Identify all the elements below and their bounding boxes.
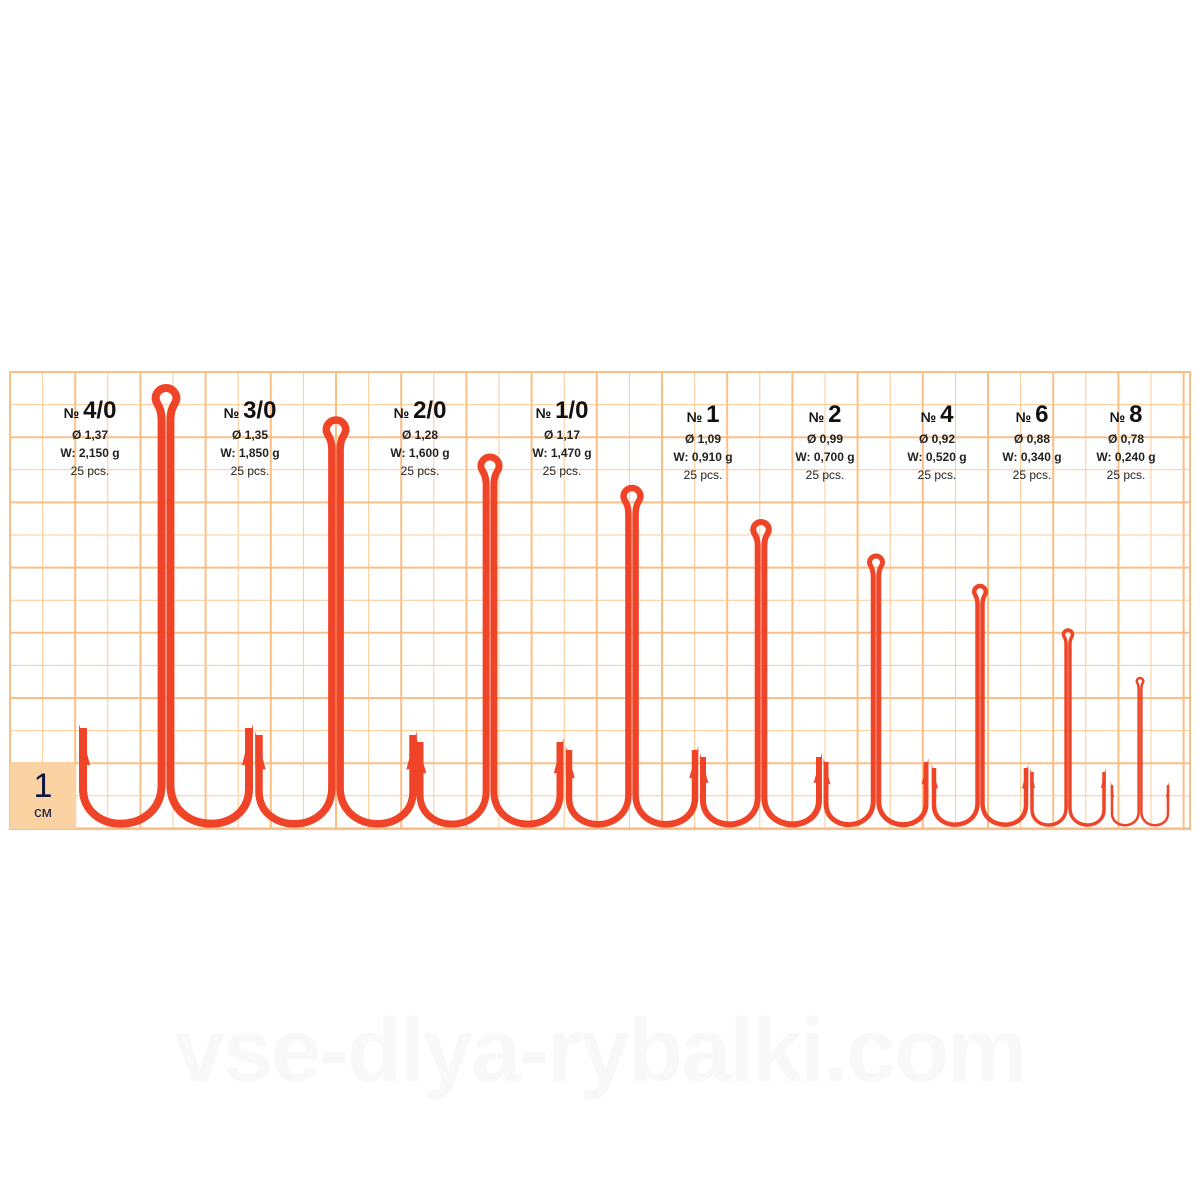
hook-spec-4-0: № 4/0 Ø 1,37 W: 2,150 g 25 pcs. xyxy=(30,398,150,480)
scale-reference-1cm: 1 см xyxy=(10,763,76,829)
hook-size: № 2/0 xyxy=(360,398,480,426)
hook-size: № 2 xyxy=(765,402,885,430)
double-hook xyxy=(931,583,1029,827)
hook-barb xyxy=(813,753,822,784)
wire-diameter: Ø 0,99 xyxy=(806,432,844,446)
hook-spec-4: № 4 Ø 0,92 W: 0,520 g 25 pcs. xyxy=(877,402,997,484)
wire-diameter: Ø 1,17 xyxy=(543,428,581,442)
hook-barb xyxy=(416,738,427,774)
size-value: 1/0 xyxy=(555,397,589,424)
hook-weight: W: 1,600 g xyxy=(390,446,450,460)
hook-barb xyxy=(1030,768,1036,789)
hook-weight: W: 0,240 g xyxy=(1096,450,1156,464)
hook-weight: W: 0,520 g xyxy=(907,450,967,464)
wire-diameter: Ø 1,37 xyxy=(71,428,109,442)
double-hook xyxy=(1030,628,1106,827)
double-hook xyxy=(79,384,253,828)
pack-count: 25 pcs. xyxy=(805,468,845,482)
pack-count: 25 pcs. xyxy=(683,468,723,482)
hook-weight: W: 2,150 g xyxy=(60,446,120,460)
hook-size: № 3/0 xyxy=(190,398,310,426)
size-value: 8 xyxy=(1129,401,1143,428)
hook-barb xyxy=(1165,781,1170,798)
hook-barb xyxy=(1021,764,1029,789)
hook-size: № 1/0 xyxy=(502,398,622,426)
number-sign: № xyxy=(223,405,240,421)
hook-size: № 6 xyxy=(972,402,1092,430)
number-sign: № xyxy=(393,405,410,421)
hook-barb xyxy=(823,758,831,785)
wire-diameter: Ø 1,35 xyxy=(231,428,269,442)
pack-count: 25 pcs. xyxy=(1106,468,1146,482)
hook-size: № 4/0 xyxy=(30,398,150,426)
hook-weight: W: 0,910 g xyxy=(673,450,733,464)
wire-diameter: Ø 0,92 xyxy=(918,432,956,446)
hook-barb xyxy=(79,724,91,766)
size-value: 1 xyxy=(706,401,720,428)
hook-barb xyxy=(1100,768,1106,789)
hook-weight: W: 0,700 g xyxy=(795,450,855,464)
double-hook xyxy=(255,416,417,828)
pack-count: 25 pcs. xyxy=(230,464,270,478)
number-sign: № xyxy=(1015,409,1032,425)
double-hook xyxy=(823,553,929,827)
number-sign: № xyxy=(686,409,703,425)
wire-diameter: Ø 1,28 xyxy=(401,428,439,442)
pack-count: 25 pcs. xyxy=(1012,468,1052,482)
hook-barb xyxy=(406,731,417,770)
wire-diameter: Ø 0,78 xyxy=(1107,432,1145,446)
grid-border xyxy=(9,371,1191,830)
hook-barb xyxy=(700,753,709,784)
hook-spec-8: № 8 Ø 0,78 W: 0,240 g 25 pcs. xyxy=(1066,402,1186,484)
pack-count: 25 pcs. xyxy=(917,468,957,482)
hook-weight: W: 0,340 g xyxy=(1002,450,1062,464)
watermark: vse-dlya-rybalki.com xyxy=(174,1001,1027,1101)
scale-value: 1 xyxy=(33,767,53,805)
size-value: 2 xyxy=(828,401,842,428)
pack-count: 25 pcs. xyxy=(70,464,110,478)
number-sign: № xyxy=(63,405,80,421)
hook-spec-6: № 6 Ø 0,88 W: 0,340 g 25 pcs. xyxy=(972,402,1092,484)
size-value: 3/0 xyxy=(243,397,277,424)
hook-spec-1: № 1 Ø 1,09 W: 0,910 g 25 pcs. xyxy=(643,402,763,484)
hook-barb xyxy=(921,758,929,785)
hook-spec-1-0: № 1/0 Ø 1,17 W: 1,470 g 25 pcs. xyxy=(502,398,622,480)
hook-barb xyxy=(565,746,575,779)
number-sign: № xyxy=(920,409,937,425)
hook-spec-3-0: № 3/0 Ø 1,35 W: 1,850 g 25 pcs. xyxy=(190,398,310,480)
hook-barb xyxy=(241,724,253,766)
hook-size: № 4 xyxy=(877,402,997,430)
hook-barb xyxy=(931,764,939,789)
hook-spec-2: № 2 Ø 0,99 W: 0,700 g 25 pcs. xyxy=(765,402,885,484)
pack-count: 25 pcs. xyxy=(542,464,582,478)
number-sign: № xyxy=(1109,409,1126,425)
double-hook xyxy=(700,519,822,828)
number-sign: № xyxy=(535,405,552,421)
scale-unit: см xyxy=(34,804,52,821)
hook-barb xyxy=(255,731,266,770)
wire-diameter: Ø 0,88 xyxy=(1013,432,1051,446)
pack-count: 25 pcs. xyxy=(400,464,440,478)
size-value: 6 xyxy=(1035,401,1049,428)
hook-barb xyxy=(1110,781,1115,798)
hook-barb xyxy=(553,738,564,774)
hook-size: № 1 xyxy=(643,402,763,430)
double-hook xyxy=(416,453,564,828)
wire-diameter: Ø 1,09 xyxy=(684,432,722,446)
double-hook xyxy=(565,484,699,828)
number-sign: № xyxy=(808,409,825,425)
double-hook xyxy=(1110,676,1170,827)
hook-weight: W: 1,850 g xyxy=(220,446,280,460)
size-value: 4/0 xyxy=(83,397,117,424)
hook-spec-2-0: № 2/0 Ø 1,28 W: 1,600 g 25 pcs. xyxy=(360,398,480,480)
hook-size: № 8 xyxy=(1066,402,1186,430)
hook-weight: W: 1,470 g xyxy=(532,446,592,460)
size-value: 4 xyxy=(940,401,954,428)
size-value: 2/0 xyxy=(413,397,447,424)
hook-barb xyxy=(689,746,699,779)
